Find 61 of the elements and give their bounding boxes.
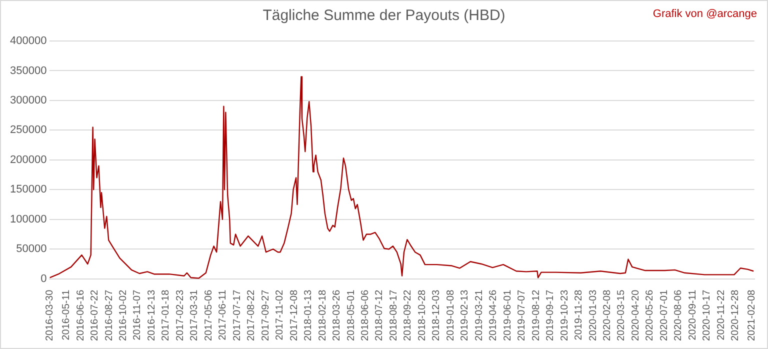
x-tick-label: 2020-03-15 <box>616 289 628 342</box>
text: Grafik von @arcange <box>652 8 757 20</box>
x-tick-label: 2020-11-22 <box>716 289 727 340</box>
y-tick-label: 0 <box>40 272 47 285</box>
y-tick-label: 350000 <box>10 64 47 77</box>
x-tick-label: 2019-04-26 <box>488 289 500 342</box>
x-tick-label: 2019-07-07 <box>516 289 528 342</box>
x-tick-label: 2020-07-01 <box>658 289 670 342</box>
x-tick-label: 2020-02-08 <box>602 289 613 342</box>
y-tick-label: 100000 <box>10 213 47 226</box>
x-tick-label: 2020-01-03 <box>588 289 599 342</box>
x-tick-label: 2018-02-18 <box>317 289 328 342</box>
x-tick-label: 2017-05-06 <box>203 289 214 342</box>
y-tick-label: 250000 <box>10 124 47 136</box>
x-tick-label: 2018-07-12 <box>374 289 386 342</box>
x-tick-label: 2019-01-08 <box>445 289 456 342</box>
x-tick-label: 2019-02-13 <box>460 289 471 342</box>
y-tick-label: 400000 <box>10 35 47 48</box>
x-tick-label: 2017-07-17 <box>232 289 243 342</box>
x-tick-label: 2017-11-02 <box>274 289 286 340</box>
y-tick-label: 50000 <box>16 243 47 256</box>
x-tick-label: 2016-11-07 <box>132 289 144 340</box>
x-tick-label: 2017-12-08 <box>288 289 300 342</box>
x-tick-label: 2020-05-26 <box>644 289 656 342</box>
x-tick-label: 2019-11-28 <box>574 289 585 340</box>
x-tick-label: 2018-06-06 <box>360 289 371 342</box>
x-tick-label: 2018-12-03 <box>431 289 442 342</box>
x-tick-label: 2020-04-20 <box>630 289 642 342</box>
x-tick-label: 2020-09-11 <box>687 289 698 340</box>
y-tick-label: 300000 <box>10 94 47 106</box>
x-tick-label: 2016-03-30 <box>44 289 56 342</box>
x-tick-label: 2018-08-17 <box>388 289 400 342</box>
x-tick-label: 2016-07-22 <box>90 289 101 342</box>
x-tick-label: 2020-12-28 <box>730 289 742 342</box>
x-tick-label: 2017-03-31 <box>189 289 200 342</box>
x-tick-label: 2016-05-11 <box>61 289 72 340</box>
x-tick-label: 2019-10-23 <box>559 289 570 342</box>
x-tick-label: 2017-09-27 <box>260 289 272 342</box>
x-tick-label: 2017-02-23 <box>174 289 186 342</box>
x-tick-label: 2016-06-16 <box>75 289 86 342</box>
x-tick-label: 2018-09-22 <box>402 289 414 342</box>
x-tick-label: 2020-08-06 <box>673 289 684 342</box>
x-tick-label: 2018-05-01 <box>346 289 357 342</box>
x-tick-label: 2016-10-02 <box>118 289 130 342</box>
x-tick-label: 2019-08-12 <box>530 289 542 342</box>
x-tick-label: 2016-08-27 <box>104 289 115 342</box>
x-tick-label: 2020-10-17 <box>702 289 713 342</box>
x-tick-label: 2018-03-26 <box>332 289 343 342</box>
x-tick-label: 2021-02-08 <box>746 289 758 342</box>
x-tick-label: 2019-09-17 <box>545 289 556 342</box>
y-tick-label: 200000 <box>10 154 47 166</box>
x-tick-label: 2016-12-13 <box>146 289 158 342</box>
x-tick-label: 2019-06-01 <box>502 289 514 342</box>
y-tick-label: 150000 <box>10 184 47 196</box>
x-tick-label: 2017-06-11 <box>218 289 229 340</box>
x-tick-label: 2018-01-13 <box>303 289 314 342</box>
x-tick-label: 2019-03-21 <box>474 289 485 342</box>
x-tick-label: 2018-10-28 <box>416 289 428 342</box>
chart-title: Tägliche Summe der Payouts (HBD) <box>262 7 506 24</box>
x-tick-label: 2017-01-18 <box>160 289 172 342</box>
x-tick-label: 2017-08-22 <box>246 289 258 342</box>
